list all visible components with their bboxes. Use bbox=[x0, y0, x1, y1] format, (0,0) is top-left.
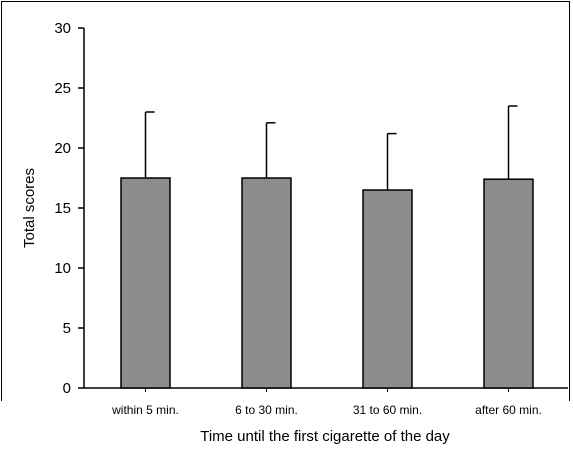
y-tick-label: 15 bbox=[54, 200, 71, 217]
bar bbox=[362, 189, 413, 389]
y-tick-label: 25 bbox=[54, 80, 71, 97]
x-axis: within 5 min. 6 to 30 min. 31 to 60 min. af… bbox=[84, 387, 568, 417]
y-axis: 0 5 10 15 20 25 30 bbox=[54, 20, 85, 397]
x-tick-label: 6 to 30 min. bbox=[235, 403, 298, 417]
y-tick-label: 20 bbox=[54, 140, 71, 157]
y-axis-title: Total scores bbox=[21, 168, 38, 248]
bar bbox=[483, 178, 534, 389]
x-tick-label: 31 to 60 min. bbox=[353, 403, 422, 417]
bar bbox=[241, 177, 292, 389]
x-axis-title: Time until the first cigarette of the da… bbox=[200, 428, 450, 445]
y-tick-label: 5 bbox=[63, 320, 71, 337]
y-tick-label: 30 bbox=[54, 20, 71, 37]
y-tick-label: 0 bbox=[63, 380, 71, 397]
y-tick-label: 10 bbox=[54, 260, 71, 277]
bar bbox=[120, 177, 171, 389]
bars bbox=[120, 105, 534, 389]
chart-border bbox=[1, 1, 570, 401]
x-tick-label: after 60 min. bbox=[475, 403, 542, 417]
x-tick-label: within 5 min. bbox=[111, 403, 179, 417]
